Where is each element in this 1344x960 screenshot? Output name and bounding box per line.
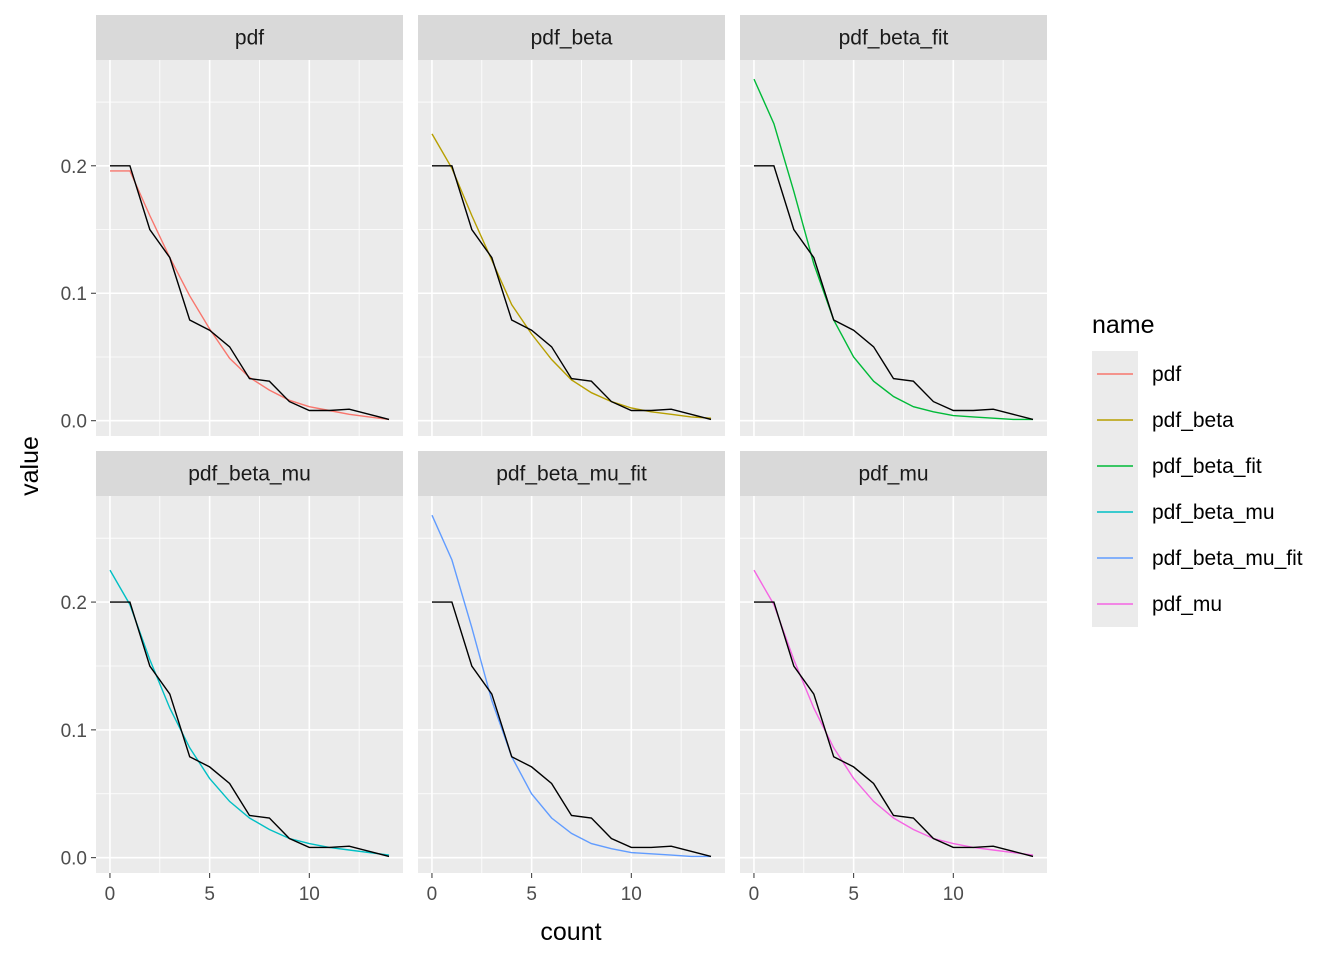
legend-item-pdf_mu: pdf_mu: [1097, 593, 1222, 616]
panel-background: [418, 496, 725, 873]
legend-keys-background: [1092, 351, 1138, 627]
legend-label: pdf_beta_mu_fit: [1152, 547, 1303, 570]
x-tick-label: 10: [299, 884, 320, 905]
facet-panel-pdf_beta_fit: pdf_beta_fit: [740, 15, 1047, 436]
y-tick-label: 0.1: [61, 284, 87, 305]
facet-strip-label: pdf_beta: [531, 27, 613, 50]
x-tick-label: 5: [204, 884, 215, 905]
legend-label: pdf: [1152, 363, 1181, 386]
facet-panel-pdf_beta: pdf_beta: [418, 15, 725, 436]
series-line-pdf_beta_mu_fit: [431, 514, 711, 858]
series-line-pdf_beta: [431, 133, 712, 419]
legend-label: pdf_beta: [1152, 409, 1234, 432]
y-tick-label: 0.0: [61, 412, 87, 433]
x-axis-title: count: [540, 918, 601, 946]
facet-panels: pdf pdf_beta pdf_beta_fit pdf_beta_mu pdf_be…: [96, 15, 1047, 873]
observed-line: [432, 165, 712, 421]
x-tick-label: 0: [749, 884, 760, 905]
facet-strip: [740, 15, 1047, 60]
facet-strip: [418, 15, 725, 60]
facet-strip-label: pdf_mu: [858, 463, 928, 486]
legend-item-pdf_beta_mu: pdf_beta_mu: [1097, 501, 1275, 524]
facet-strip-label: pdf: [235, 27, 264, 50]
observed-line: [754, 601, 1034, 858]
facet-strip: [96, 15, 403, 60]
facet-panel-pdf_beta_mu: pdf_beta_mu: [96, 451, 403, 873]
panel-background: [96, 496, 403, 873]
legend-items: pdf pdf_beta pdf_beta_fit pdf_beta_mu pdf_be…: [1097, 363, 1303, 616]
observed-line: [110, 165, 390, 421]
panel-background: [740, 60, 1047, 436]
panel-background: [96, 60, 403, 436]
facet-strip: [740, 451, 1047, 496]
observed-line: [110, 601, 390, 858]
axes: 0.0 0.1 0.2 0 5 10 0.0 0.1 0.2 0 5 10 0 5 10: [61, 157, 964, 905]
y-tick-label: 0.1: [61, 721, 87, 742]
facet-strip-label: pdf_beta_mu_fit: [496, 463, 647, 486]
legend-label: pdf_mu: [1152, 593, 1222, 616]
legend-item-pdf_beta_mu_fit: pdf_beta_mu_fit: [1097, 547, 1303, 570]
facet-panel-pdf_beta_mu_fit: pdf_beta_mu_fit: [418, 451, 725, 873]
legend-item-pdf: pdf: [1097, 363, 1181, 386]
legend-label: pdf_beta_mu: [1152, 501, 1275, 524]
x-tick-label: 10: [943, 884, 964, 905]
legend-label: pdf_beta_fit: [1152, 455, 1262, 478]
y-tick-label: 0.0: [61, 849, 87, 870]
y-tick-label: 0.2: [61, 157, 87, 178]
y-axis-title: value: [16, 436, 44, 496]
facet-panel-pdf_mu: pdf_mu: [740, 451, 1047, 873]
x-tick-label: 10: [621, 884, 642, 905]
facet-strip: [96, 451, 403, 496]
x-tick-label: 5: [526, 884, 537, 905]
facet-strip-label: pdf_beta_fit: [839, 27, 949, 50]
observed-line: [754, 165, 1034, 421]
facet-strip-label: pdf_beta_mu: [188, 463, 311, 486]
panel-background: [740, 496, 1047, 873]
legend: name pdfpdf_betapdf_beta_fitpdf_beta_mup…: [1092, 311, 1303, 627]
legend-item-pdf_beta: pdf_beta: [1097, 409, 1234, 432]
y-tick-label: 0.2: [61, 593, 87, 614]
legend-title: name: [1092, 311, 1155, 339]
facet-strip: [418, 451, 725, 496]
x-tick-label: 0: [427, 884, 438, 905]
panel-background: [418, 60, 725, 436]
legend-item-pdf_beta_fit: pdf_beta_fit: [1097, 455, 1262, 478]
facet-panel-pdf: pdf: [96, 15, 403, 436]
x-tick-label: 5: [848, 884, 859, 905]
series-line-pdf_beta_fit: [753, 78, 1033, 421]
x-tick-label: 0: [105, 884, 116, 905]
observed-line: [432, 601, 712, 858]
